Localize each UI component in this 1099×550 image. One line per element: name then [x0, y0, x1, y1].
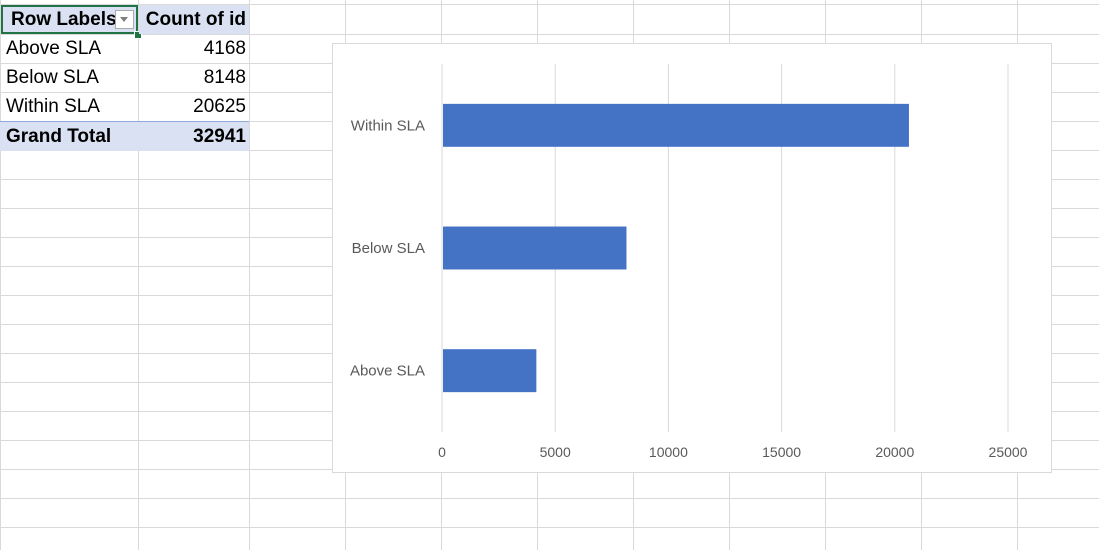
x-tick-label: 25000: [989, 444, 1028, 460]
x-tick-label: 15000: [762, 444, 801, 460]
filter-dropdown-button[interactable]: [115, 10, 134, 29]
row-count-within-sla[interactable]: 20625: [193, 96, 246, 117]
x-tick-label: 0: [438, 444, 446, 460]
category-label: Within SLA: [351, 117, 425, 134]
category-label: Below SLA: [352, 240, 425, 257]
pivot-header-count[interactable]: Count of id: [139, 5, 249, 34]
row-count-below-sla[interactable]: 8148: [203, 67, 246, 88]
category-label: Above SLA: [350, 363, 425, 380]
bar-above-sla[interactable]: [443, 349, 537, 393]
column-gridline: [0, 0, 1, 550]
row-gridline: [0, 498, 1099, 499]
chevron-down-icon: [120, 17, 128, 22]
x-tick-label: 10000: [649, 444, 688, 460]
row-label-within-sla[interactable]: Within SLA: [6, 96, 100, 117]
row-gridline: [0, 34, 1099, 35]
fill-handle[interactable]: [134, 31, 142, 39]
row-gridline: [0, 527, 1099, 528]
bar-below-sla[interactable]: [443, 226, 627, 270]
chart-plot-svg: 0 5000 10000 15000 20000 25000 Above SLA Below …: [350, 64, 1028, 460]
grand-total-label[interactable]: Grand Total: [0, 122, 139, 151]
row-gridline: [0, 4, 1099, 5]
bar-chart[interactable]: 0 5000 10000 15000 20000 25000 Above SLA Below …: [332, 43, 1052, 473]
column-gridline: [249, 0, 250, 550]
row-label-above-sla[interactable]: Above SLA: [6, 38, 102, 59]
bar-within-sla[interactable]: [443, 103, 909, 147]
x-tick-label: 20000: [875, 444, 914, 460]
row-label-below-sla[interactable]: Below SLA: [6, 67, 99, 88]
x-tick-label: 5000: [540, 444, 571, 460]
row-count-above-sla[interactable]: 4168: [203, 38, 246, 59]
grand-total-count[interactable]: 32941: [139, 122, 249, 151]
grand-total-top-border: [0, 121, 249, 122]
column-gridline: [138, 0, 139, 550]
row-labels-text: Row Labels: [11, 9, 117, 30]
